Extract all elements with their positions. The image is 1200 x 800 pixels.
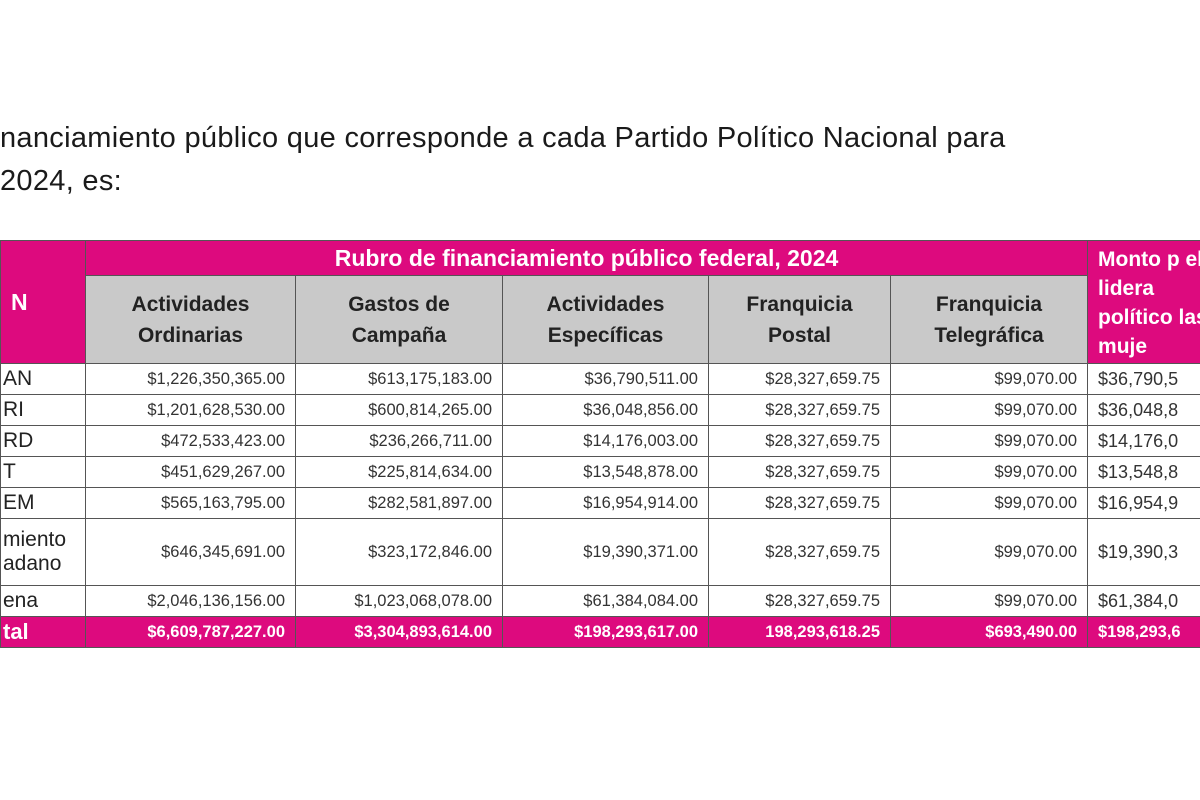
amount-cell: $565,163,795.00 <box>85 487 296 519</box>
amount-cell: $19,390,3 <box>1087 518 1200 586</box>
amount-cell: $36,790,5 <box>1087 363 1200 395</box>
amount-cell: $646,345,691.00 <box>85 518 296 586</box>
amount-cell: $19,390,371.00 <box>502 518 709 586</box>
column-header: Actividades Específicas <box>502 275 709 364</box>
amount-cell: $14,176,003.00 <box>502 425 709 457</box>
amount-cell: $61,384,084.00 <box>502 585 709 617</box>
total-label: tal <box>0 616 86 648</box>
column-header: Gastos de Campaña <box>295 275 503 364</box>
amount-cell: $225,814,634.00 <box>295 456 503 488</box>
amount-cell: $28,327,659.75 <box>708 456 891 488</box>
column-header: Franquicia Postal <box>708 275 891 364</box>
table-row: miento adano $646,345,691.00 $323,172,846.… <box>0 518 1200 586</box>
amount-cell: $451,629,267.00 <box>85 456 296 488</box>
total-cell: $198,293,6 <box>1087 616 1200 648</box>
amount-cell: $1,201,628,530.00 <box>85 394 296 426</box>
party-name: T <box>0 456 86 488</box>
amount-cell: $14,176,0 <box>1087 425 1200 457</box>
column-header: Actividades Ordinarias <box>85 275 296 364</box>
total-cell: $6,609,787,227.00 <box>85 616 296 648</box>
amount-cell: $28,327,659.75 <box>708 425 891 457</box>
total-row: tal $6,609,787,227.00 $3,304,893,614.00 $19… <box>0 616 1200 648</box>
amount-cell: $36,048,856.00 <box>502 394 709 426</box>
amount-cell: $99,070.00 <box>889 487 1089 519</box>
column-header: Franquicia Telegráfica <box>889 275 1089 364</box>
party-name: EM <box>0 487 86 519</box>
table-row: AN $1,226,350,365.00 $613,175,183.00 $36,79… <box>0 363 1200 395</box>
amount-cell: $236,266,711.00 <box>295 425 503 457</box>
party-name: ena <box>0 585 86 617</box>
women-leadership-header: Monto p el lidera político las muje <box>1087 240 1200 364</box>
amount-cell: $13,548,8 <box>1087 456 1200 488</box>
amount-cell: $99,070.00 <box>889 456 1089 488</box>
amount-cell: $28,327,659.75 <box>708 585 891 617</box>
party-name: AN <box>0 363 86 395</box>
table-row: RI $1,201,628,530.00 $600,814,265.00 $36,04… <box>0 394 1200 426</box>
amount-cell: $99,070.00 <box>889 585 1089 617</box>
amount-cell: $613,175,183.00 <box>295 363 503 395</box>
amount-cell: $36,048,8 <box>1087 394 1200 426</box>
amount-cell: $1,226,350,365.00 <box>85 363 296 395</box>
amount-cell: $28,327,659.75 <box>708 518 891 586</box>
table-row: RD $472,533,423.00 $236,266,711.00 $14,176,… <box>0 425 1200 457</box>
total-cell: $693,490.00 <box>889 616 1089 648</box>
group-header: Rubro de financiamiento público federal,… <box>84 240 1089 276</box>
amount-cell: $61,384,0 <box>1087 585 1200 617</box>
amount-cell: $36,790,511.00 <box>502 363 709 395</box>
amount-cell: $1,023,068,078.00 <box>295 585 503 617</box>
total-cell: $198,293,617.00 <box>502 616 709 648</box>
amount-cell: $28,327,659.75 <box>708 394 891 426</box>
amount-cell: $99,070.00 <box>889 394 1089 426</box>
party-header: N <box>0 240 86 364</box>
intro-text-line-1: nanciamiento público que corresponde a c… <box>0 122 1006 154</box>
amount-cell: $28,327,659.75 <box>708 487 891 519</box>
amount-cell: $472,533,423.00 <box>85 425 296 457</box>
table-row: ena $2,046,136,156.00 $1,023,068,078.00 $61… <box>0 585 1200 617</box>
amount-cell: $600,814,265.00 <box>295 394 503 426</box>
amount-cell: $13,548,878.00 <box>502 456 709 488</box>
amount-cell: $323,172,846.00 <box>295 518 503 586</box>
amount-cell: $16,954,9 <box>1087 487 1200 519</box>
total-cell: 198,293,618.25 <box>708 616 891 648</box>
financing-table: N Rubro de financiamiento público federa… <box>0 240 1200 648</box>
party-name: RD <box>0 425 86 457</box>
amount-cell: $99,070.00 <box>889 425 1089 457</box>
amount-cell: $282,581,897.00 <box>295 487 503 519</box>
amount-cell: $16,954,914.00 <box>502 487 709 519</box>
amount-cell: $99,070.00 <box>889 363 1089 395</box>
total-cell: $3,304,893,614.00 <box>295 616 503 648</box>
amount-cell: $99,070.00 <box>889 518 1089 586</box>
amount-cell: $2,046,136,156.00 <box>85 585 296 617</box>
amount-cell: $28,327,659.75 <box>708 363 891 395</box>
table-row: T $451,629,267.00 $225,814,634.00 $13,548,8… <box>0 456 1200 488</box>
party-name: RI <box>0 394 86 426</box>
party-name: miento adano <box>0 518 86 586</box>
intro-text-line-2: 2024, es: <box>0 165 123 197</box>
table-row: EM $565,163,795.00 $282,581,897.00 $16,954,… <box>0 487 1200 519</box>
